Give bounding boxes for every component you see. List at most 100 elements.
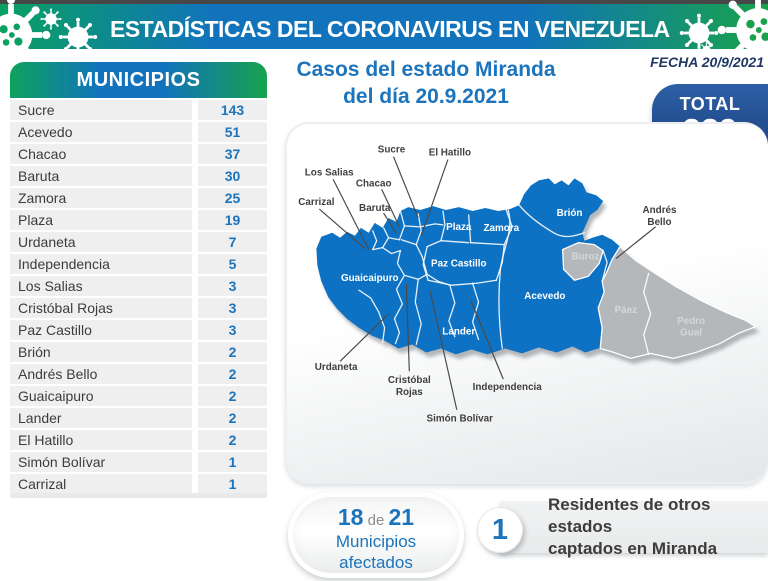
total-label: TOTAL: [679, 94, 741, 114]
map-callout-labels: Sucre El Hatillo Los Salias Chacao Carri…: [298, 145, 677, 425]
municipality-name: Simón Bolívar: [10, 452, 192, 472]
case-count: 3: [198, 298, 267, 318]
map-interior-labels: Plaza Zamora Paz Castillo Guaicaipuro Ac…: [341, 208, 705, 339]
affected-count: 18 de 21: [288, 504, 464, 531]
table-row: Plaza 19: [10, 210, 267, 230]
residents-line2: captados en Miranda: [548, 539, 718, 558]
residents-line1: Residentes de otros estados: [548, 495, 711, 536]
label-pedro-gual: Gual: [680, 328, 702, 339]
case-count: 51: [198, 122, 267, 142]
label-los-salias: Los Salias: [305, 167, 354, 178]
municipalities-table: MUNICIPIOS Sucre 143 Acevedo 51 Chacao 37 B…: [10, 62, 267, 496]
municipality-name: Zamora: [10, 188, 192, 208]
case-count: 37: [198, 144, 267, 164]
table-footer-strip: [10, 493, 267, 498]
table-row: Lander 2: [10, 408, 267, 428]
region-buroz: [561, 242, 604, 281]
label-independencia: Independencia: [473, 382, 543, 393]
affected-municipalities-badge: 18 de 21 Municipios afectados: [288, 492, 464, 578]
table-row: Simón Bolívar 1: [10, 452, 267, 472]
affected-text: Municipios afectados: [335, 532, 417, 572]
table-body: Sucre 143 Acevedo 51 Chacao 37 Baruta 30 Zam…: [10, 100, 267, 494]
case-count: 19: [198, 210, 267, 230]
affected-num: 18: [337, 504, 364, 530]
label-baruta: Baruta: [359, 203, 391, 214]
map-card: Plaza Zamora Paz Castillo Guaicaipuro Ac…: [285, 122, 768, 484]
table-row: Sucre 143: [10, 100, 267, 120]
table-row: Urdaneta 7: [10, 232, 267, 252]
municipality-name: Baruta: [10, 166, 192, 186]
label-sucre: Sucre: [378, 145, 406, 156]
label-paez: Páez: [615, 305, 638, 316]
municipality-borders: [358, 204, 608, 350]
label-simon-bolivar: Simón Bolívar: [427, 414, 494, 425]
case-count: 7: [198, 232, 267, 252]
label-andres-bello: Bello: [647, 217, 671, 228]
table-row: Baruta 30: [10, 166, 267, 186]
table-row: El Hatillo 2: [10, 430, 267, 450]
case-count: 2: [198, 408, 267, 428]
municipality-name: Cristóbal Rojas: [10, 298, 192, 318]
municipality-name: Plaza: [10, 210, 192, 230]
table-row: Cristóbal Rojas 3: [10, 298, 267, 318]
label-el-hatillo: El Hatillo: [429, 148, 471, 159]
label-andres-bello: Andrés: [643, 205, 678, 216]
municipality-name: Carrizal: [10, 474, 192, 494]
table-row: Los Salias 3: [10, 276, 267, 296]
label-cristobal-rojas: Cristóbal: [388, 375, 431, 386]
case-count: 143: [198, 100, 267, 120]
residents-note: Residentes de otros estados captados en …: [500, 495, 768, 558]
subtitle-line2: del día 20.9.2021: [343, 85, 509, 108]
case-count: 2: [198, 386, 267, 406]
municipality-name: Urdaneta: [10, 232, 192, 252]
affected-of: de: [367, 512, 385, 529]
municipality-name: Los Salias: [10, 276, 192, 296]
label-paz-castillo: Paz Castillo: [431, 258, 486, 269]
table-row: Independencia 5: [10, 254, 267, 274]
municipality-name: Brión: [10, 342, 192, 362]
region-paez-pedrogual: [597, 245, 757, 360]
page-title: ESTADÍSTICAS DEL CORONAVIRUS EN VENEZUEL…: [110, 16, 670, 42]
table-row: Brión 2: [10, 342, 267, 362]
miranda-map: Plaza Zamora Paz Castillo Guaicaipuro Ac…: [298, 145, 757, 425]
table-row: Chacao 37: [10, 144, 267, 164]
label-plaza: Plaza: [446, 222, 472, 233]
residents-count-badge: 1: [477, 507, 523, 553]
municipality-name: Paz Castillo: [10, 320, 192, 340]
affected-total: 21: [388, 504, 415, 530]
table-header: MUNICIPIOS: [10, 62, 267, 98]
municipality-name: Guaicaipuro: [10, 386, 192, 406]
table-row: Guaicaipuro 2: [10, 386, 267, 406]
table-row: Carrizal 1: [10, 474, 267, 494]
label-carrizal: Carrizal: [298, 197, 334, 208]
municipality-name: Andrés Bello: [10, 364, 192, 384]
label-brion: Brión: [557, 208, 583, 219]
label-chacao: Chacao: [356, 178, 392, 189]
map-subtitle: Casos del estado Miranda del día 20.9.20…: [285, 56, 567, 110]
label-urdaneta: Urdaneta: [315, 362, 358, 373]
case-count: 1: [198, 474, 267, 494]
label-buroz: Buroz: [571, 251, 599, 262]
subtitle-line1: Casos del estado Miranda: [296, 58, 556, 81]
case-count: 3: [198, 320, 267, 340]
top-strip: [0, 0, 768, 4]
case-count: 25: [198, 188, 267, 208]
table-row: Andrés Bello 2: [10, 364, 267, 384]
case-count: 2: [198, 430, 267, 450]
label-cristobal-rojas: Rojas: [396, 387, 423, 398]
label-zamora: Zamora: [483, 223, 519, 234]
virus-icon: [58, 17, 98, 57]
case-count: 3: [198, 276, 267, 296]
label-guaicaipuro: Guaicaipuro: [341, 273, 399, 284]
header-banner: ESTADÍSTICAS DEL CORONAVIRUS EN VENEZUEL…: [0, 4, 768, 49]
table-row: Zamora 25: [10, 188, 267, 208]
case-count: 2: [198, 342, 267, 362]
municipality-name: Independencia: [10, 254, 192, 274]
case-count: 5: [198, 254, 267, 274]
label-lander: Lander: [442, 327, 475, 338]
municipality-name: Lander: [10, 408, 192, 428]
municipality-name: El Hatillo: [10, 430, 192, 450]
municipality-name: Acevedo: [10, 122, 192, 142]
table-row: Acevedo 51: [10, 122, 267, 142]
